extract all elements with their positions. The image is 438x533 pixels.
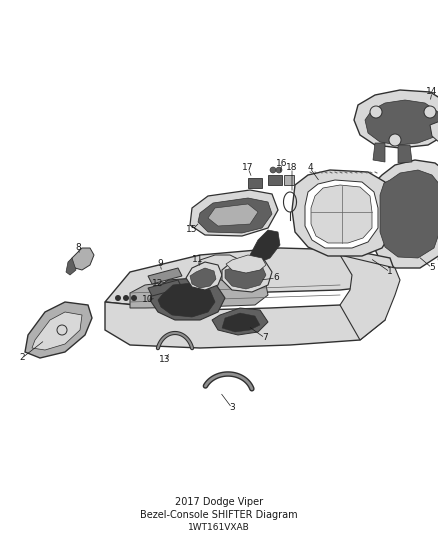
Bar — [248, 178, 262, 188]
Circle shape — [115, 295, 121, 301]
Circle shape — [389, 134, 401, 146]
Polygon shape — [148, 268, 182, 284]
Polygon shape — [198, 198, 272, 233]
Polygon shape — [190, 268, 216, 288]
Polygon shape — [66, 258, 76, 275]
Polygon shape — [25, 302, 92, 358]
Polygon shape — [212, 308, 268, 335]
Polygon shape — [130, 277, 268, 308]
Text: 1WT161VXAB: 1WT161VXAB — [188, 522, 250, 531]
Text: Bezel-Console SHIFTER Diagram: Bezel-Console SHIFTER Diagram — [140, 510, 298, 520]
Polygon shape — [148, 280, 182, 296]
Text: 18: 18 — [286, 164, 298, 173]
Polygon shape — [305, 180, 378, 248]
Circle shape — [270, 167, 276, 173]
Polygon shape — [373, 143, 385, 162]
Polygon shape — [365, 100, 438, 145]
Text: 4: 4 — [307, 164, 313, 173]
Polygon shape — [311, 185, 372, 243]
Bar — [268, 175, 282, 185]
Text: 3: 3 — [229, 403, 235, 413]
Text: 14: 14 — [426, 87, 438, 96]
Polygon shape — [105, 248, 395, 305]
Polygon shape — [105, 298, 385, 348]
Circle shape — [370, 106, 382, 118]
Text: 5: 5 — [429, 263, 435, 272]
Polygon shape — [70, 248, 94, 270]
Text: 15: 15 — [186, 225, 198, 235]
Text: 9: 9 — [157, 260, 163, 269]
Circle shape — [57, 325, 67, 335]
Text: 1: 1 — [387, 268, 393, 277]
Polygon shape — [186, 262, 222, 290]
Polygon shape — [158, 283, 215, 317]
Polygon shape — [222, 258, 272, 292]
Bar — [284, 175, 294, 185]
Text: 2017 Dodge Viper: 2017 Dodge Viper — [175, 497, 263, 507]
Polygon shape — [226, 255, 266, 273]
Circle shape — [123, 295, 129, 301]
Text: 16: 16 — [276, 158, 288, 167]
Polygon shape — [340, 255, 400, 340]
Polygon shape — [370, 160, 438, 268]
Polygon shape — [250, 230, 280, 263]
Circle shape — [131, 295, 137, 301]
Polygon shape — [225, 263, 266, 289]
Polygon shape — [150, 278, 225, 320]
Polygon shape — [200, 255, 240, 280]
Polygon shape — [292, 170, 393, 256]
Polygon shape — [430, 118, 438, 145]
Text: 10: 10 — [142, 295, 154, 304]
Circle shape — [276, 167, 282, 173]
Text: 11: 11 — [192, 255, 204, 264]
Text: 17: 17 — [242, 164, 254, 173]
Polygon shape — [354, 90, 438, 148]
Text: 8: 8 — [75, 244, 81, 253]
Polygon shape — [190, 190, 278, 236]
Text: 6: 6 — [273, 273, 279, 282]
Polygon shape — [208, 204, 258, 226]
Polygon shape — [222, 313, 260, 332]
Text: 7: 7 — [262, 334, 268, 343]
Text: 12: 12 — [152, 279, 164, 288]
Polygon shape — [380, 170, 438, 258]
Polygon shape — [32, 312, 82, 350]
Polygon shape — [398, 145, 412, 163]
Text: 2: 2 — [19, 353, 25, 362]
Text: 13: 13 — [159, 356, 171, 365]
Circle shape — [424, 106, 436, 118]
